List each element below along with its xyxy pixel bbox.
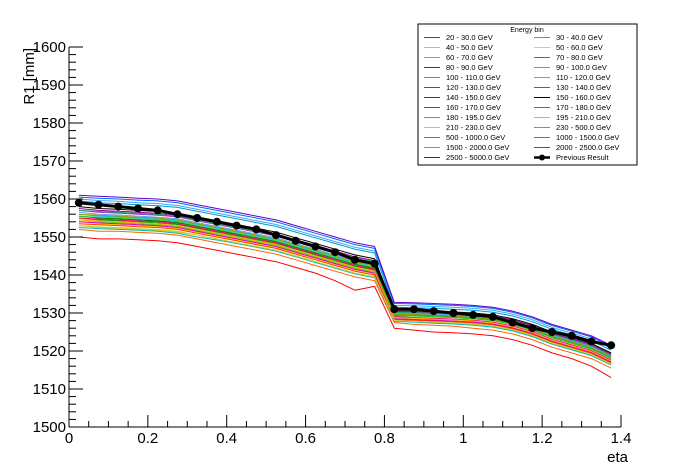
legend-marker xyxy=(539,154,545,161)
data-point xyxy=(567,331,576,340)
data-point xyxy=(252,225,261,234)
series-line xyxy=(78,200,612,351)
data-point xyxy=(331,248,340,257)
series-line xyxy=(78,236,612,379)
data-point xyxy=(173,210,182,219)
legend-label: 90 - 100.0 GeV xyxy=(556,63,607,72)
y-tick-label: 1600 xyxy=(33,39,66,56)
y-tick-label: 1520 xyxy=(33,343,66,360)
data-point xyxy=(469,310,478,319)
y-tick-label: 1530 xyxy=(33,305,66,322)
legend-label: 2000 - 2500.0 GeV xyxy=(556,143,619,152)
series-line xyxy=(78,221,612,363)
y-tick-label: 1560 xyxy=(33,191,66,208)
legend-label: 40 - 50.0 GeV xyxy=(446,43,493,52)
data-point xyxy=(153,206,162,215)
x-tick-label: 1.4 xyxy=(611,430,632,447)
y-axis-title: R1 [mm] xyxy=(21,48,38,105)
axes: 0 0.2 0.4 0.6 0.8 1 1.2 1.4 1500 1510 1520 1530 1540… xyxy=(33,39,632,447)
series-line xyxy=(78,201,612,347)
data-point xyxy=(548,328,556,336)
legend-label: 20 - 30.0 GeV xyxy=(446,33,493,42)
legend-label: 60 - 70.0 GeV xyxy=(446,53,493,62)
legend-label: 195 - 210.0 GeV xyxy=(556,113,611,122)
x-tick-label: 0 xyxy=(65,430,73,447)
data-point xyxy=(488,312,497,321)
data-point xyxy=(193,214,202,222)
data-point xyxy=(508,318,517,327)
legend-title: Energy bin xyxy=(510,27,544,34)
y-tick-label: 1580 xyxy=(33,115,66,132)
data-point xyxy=(429,307,438,316)
x-tick-label: 0.6 xyxy=(295,430,316,447)
series-line xyxy=(78,225,612,365)
data-point xyxy=(528,324,537,333)
legend-label: 2500 - 5000.0 GeV xyxy=(446,153,509,162)
x-tick-label: 1.2 xyxy=(532,430,553,447)
data-point xyxy=(607,341,616,350)
legend-label: Previous Result xyxy=(556,153,609,162)
legend-label: 30 - 40.0 GeV xyxy=(556,33,603,42)
data-point xyxy=(587,337,596,346)
series-line xyxy=(78,217,612,361)
data-point xyxy=(370,259,379,268)
legend-label: 140 - 150.0 GeV xyxy=(446,93,501,102)
series-line xyxy=(78,219,612,362)
series-line xyxy=(78,198,612,349)
legend-label: 80 - 90.0 GeV xyxy=(446,63,493,72)
data-point xyxy=(232,221,241,230)
legend-box xyxy=(417,23,638,166)
legend-label: 120 - 130.0 GeV xyxy=(446,83,501,92)
data-point xyxy=(311,242,320,251)
data-point xyxy=(212,217,221,226)
series-line xyxy=(78,194,612,346)
legend-label: 170 - 180.0 GeV xyxy=(556,103,611,112)
series-line xyxy=(78,196,612,347)
legend-label: 180 - 195.0 GeV xyxy=(446,113,501,122)
data-point xyxy=(134,204,142,213)
y-tick-label: 1540 xyxy=(33,267,66,284)
x-tick-label: 0.2 xyxy=(137,430,158,447)
data-point xyxy=(114,202,123,211)
data-point xyxy=(272,231,280,240)
y-tick-label: 1550 xyxy=(33,229,66,246)
x-tick-label: 0.4 xyxy=(216,430,237,447)
legend-label: 70 - 80.0 GeV xyxy=(556,53,603,62)
legend-label: 1500 - 2000.0 GeV xyxy=(446,143,509,152)
legend-label: 500 - 1000.0 GeV xyxy=(446,133,505,142)
data-point xyxy=(94,200,103,209)
legend-label: 210 - 230.0 GeV xyxy=(446,123,501,132)
legend-label: 50 - 60.0 GeV xyxy=(556,43,603,52)
data-point xyxy=(350,255,359,264)
data-point xyxy=(291,236,300,245)
legend-entries: 20 - 30.0 GeV 30 - 40.0 GeV 40 - 50.0 GeV 5… xyxy=(424,33,619,162)
data-point xyxy=(449,309,458,317)
series-line xyxy=(78,227,612,366)
plot-area xyxy=(74,194,616,379)
data-point xyxy=(74,198,83,207)
x-axis-title: eta xyxy=(607,449,629,466)
legend-label: 1000 - 1500.0 GeV xyxy=(556,133,619,142)
legend: Energy bin 20 - 30.0 GeV 30 - 40.0 GeV 40 … xyxy=(417,23,638,166)
legend-label: 150 - 160.0 GeV xyxy=(556,93,611,102)
y-tick-label: 1500 xyxy=(33,419,66,436)
y-tick-label: 1570 xyxy=(33,153,66,170)
data-point xyxy=(390,305,399,314)
y-tick-label: 1590 xyxy=(33,77,66,94)
x-tick-label: 1 xyxy=(459,430,467,447)
series-line xyxy=(78,208,612,355)
x-tick-label: 0.8 xyxy=(374,430,395,447)
y-tick-label: 1510 xyxy=(33,381,66,398)
series-line xyxy=(78,228,612,369)
series-line xyxy=(78,223,612,364)
legend-label: 130 - 140.0 GeV xyxy=(556,83,611,92)
legend-label: 160 - 170.0 GeV xyxy=(446,103,501,112)
data-point xyxy=(410,305,418,314)
legend-label: 100 - 110.0 GeV xyxy=(446,73,500,82)
legend-label: 230 - 500.0 GeV xyxy=(556,123,611,132)
legend-label: 110 - 120.0 GeV xyxy=(556,73,610,82)
